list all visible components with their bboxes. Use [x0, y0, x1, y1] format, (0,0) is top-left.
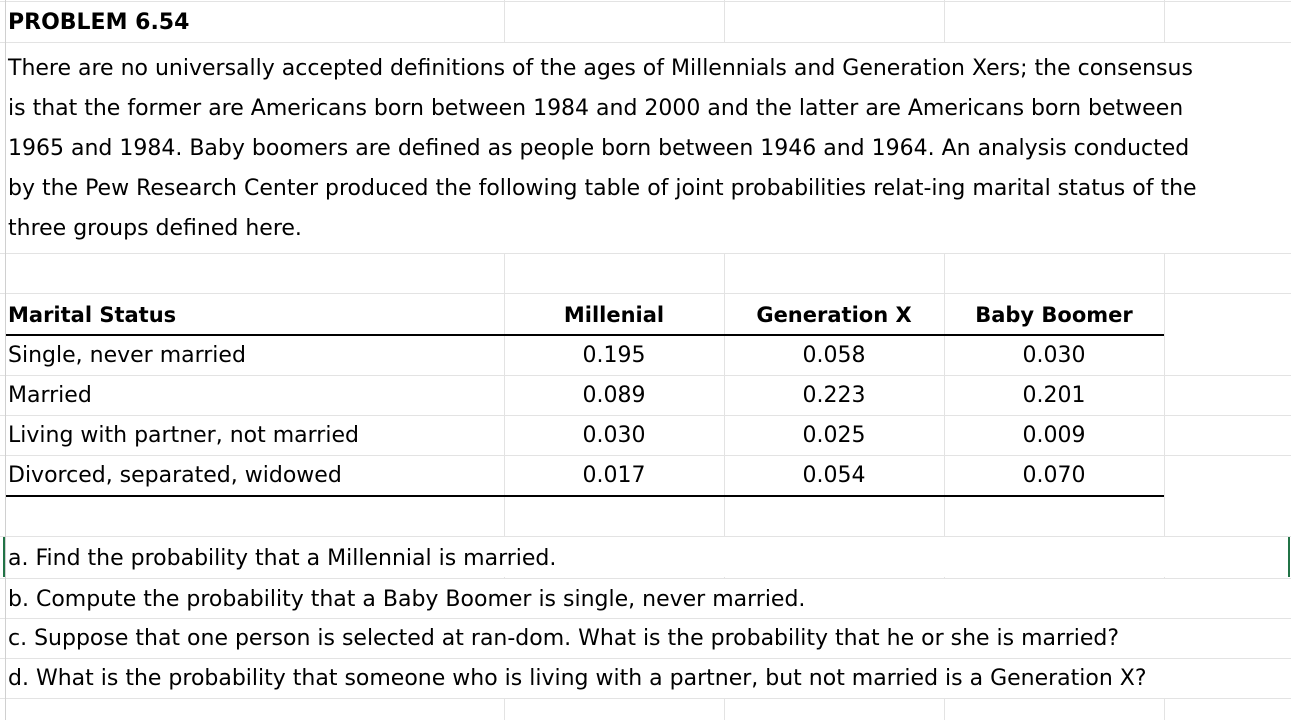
- sheet-left-border: [5, 0, 6, 720]
- cell-generation-x: 0.058: [802, 343, 866, 368]
- cell-millenial: 0.089: [582, 383, 646, 408]
- cell-generation-x: 0.054: [802, 463, 866, 488]
- question-c[interactable]: c. Suppose that one person is selected a…: [8, 626, 1120, 651]
- header-marital-status: Marital Status: [8, 303, 177, 327]
- header-baby-boomer: Baby Boomer: [975, 303, 1133, 327]
- description-line: by the Pew Research Center produced the …: [8, 176, 1197, 201]
- row-status: Living with partner, not married: [8, 423, 359, 448]
- merged-question-b-cell: [6, 579, 1291, 618]
- row-status: Divorced, separated, widowed: [8, 463, 342, 488]
- cell-baby-boomer: 0.201: [1022, 383, 1086, 408]
- merged-description-cell: [6, 43, 1291, 253]
- row-status: Single, never married: [8, 343, 246, 368]
- cell-selection-left-edge: [3, 537, 5, 577]
- cell-baby-boomer: 0.030: [1022, 343, 1086, 368]
- description-line: is that the former are Americans born be…: [8, 96, 1184, 121]
- cell-baby-boomer: 0.009: [1022, 423, 1086, 448]
- question-a[interactable]: a. Find the probability that a Millennia…: [8, 546, 557, 571]
- row-status: Married: [8, 383, 92, 408]
- question-b[interactable]: b. Compute the probability that a Baby B…: [8, 587, 806, 612]
- merged-question-d-cell: [6, 659, 1291, 698]
- problem-title: PROBLEM 6.54: [8, 10, 190, 35]
- merged-question-c-cell: [6, 619, 1291, 658]
- cell-generation-x: 0.223: [802, 383, 866, 408]
- problem-description: There are no universally accepted defini…: [8, 49, 1288, 249]
- selected-cell-fill: [6, 537, 1288, 577]
- header-generation-x: Generation X: [756, 303, 912, 327]
- header-rule: [6, 334, 1164, 336]
- description-line: There are no universally accepted defini…: [8, 56, 1193, 81]
- cell-millenial: 0.017: [582, 463, 646, 488]
- cell-selection-right-edge: [1288, 537, 1290, 577]
- table-bottom-rule: [6, 495, 1164, 497]
- question-d[interactable]: d. What is the probability that someone …: [8, 666, 1147, 691]
- cell-millenial: 0.195: [582, 343, 646, 368]
- cell-generation-x: 0.025: [802, 423, 866, 448]
- header-millenial: Millenial: [563, 303, 665, 327]
- description-line: 1965 and 1984. Baby boomers are defined …: [8, 136, 1190, 161]
- description-line: three groups defined here.: [8, 216, 302, 241]
- cell-millenial: 0.030: [582, 423, 646, 448]
- cell-baby-boomer: 0.070: [1022, 463, 1086, 488]
